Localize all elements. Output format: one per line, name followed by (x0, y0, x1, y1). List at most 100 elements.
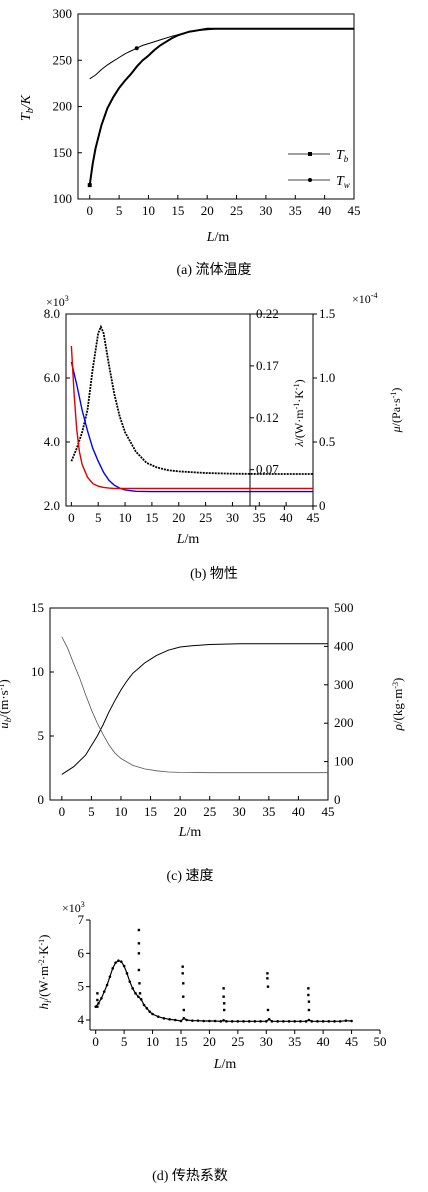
spike-point-24 (307, 1000, 311, 1003)
x-c-tick-label-25: 25 (203, 804, 216, 819)
u-axis-label-c: ub/(m·s-1) (0, 679, 13, 728)
x-b-tick-label-25: 25 (199, 510, 212, 525)
series-lines-c (61, 636, 328, 775)
hi-point-52 (310, 1020, 314, 1023)
hi-point-42 (264, 1020, 268, 1023)
hi-point-45 (276, 1020, 279, 1023)
spike-point-5 (137, 952, 141, 955)
hi-point-4 (105, 983, 109, 987)
spike-point-16 (222, 1002, 226, 1005)
y-right-c-tick-label-5: 500 (334, 600, 354, 615)
hi-point-40 (253, 1020, 257, 1023)
hi-point-11 (125, 972, 129, 975)
x-a-tick-label-30: 30 (259, 203, 272, 218)
spike-point-12 (182, 995, 185, 998)
hi-point-48 (293, 1020, 297, 1023)
y-left-c-tick-label-3: 15 (31, 600, 44, 615)
x-d-tick-label-50: 50 (374, 1034, 387, 1049)
x-b-tick-label-20: 20 (172, 510, 185, 525)
hi-point-31 (208, 1019, 211, 1023)
x-a-tick-label-25: 25 (230, 203, 243, 218)
rho-axis-label-c: ρ/(kg·m-3) (390, 678, 405, 732)
spike-point-18 (266, 972, 269, 975)
y-inner-b-tick-label-2: 0.17 (256, 358, 279, 373)
x-axis-label-c: L/m (178, 825, 202, 840)
hi-point-34 (222, 1019, 225, 1022)
y-inner-b-tick-label-0: 0.07 (256, 462, 279, 477)
hi-point-19 (148, 1010, 152, 1013)
x-d-tick-label-0: 0 (92, 1034, 99, 1049)
x-c-tick-label-0: 0 (59, 804, 66, 819)
series-line-density (61, 636, 328, 774)
x-d-tick-label-20: 20 (203, 1034, 216, 1049)
x-c-tick-label-10: 10 (114, 804, 127, 819)
y-d-tick-label-1: 5 (78, 979, 85, 994)
hi-point-13 (131, 987, 134, 990)
x-tick-labels-c: 0 5 10 15 20 25 30 35 40 45 (59, 796, 335, 819)
hi-point-46 (282, 1020, 285, 1023)
x-d-tick-label-30: 30 (260, 1034, 273, 1049)
hi-point-27 (185, 1018, 188, 1022)
x-d-tick-label-15: 15 (174, 1034, 187, 1049)
y-tick-labels-a: 100 150 200 250 300 (53, 6, 82, 206)
y-d-tick-label-2: 6 (78, 945, 85, 960)
spike-point-15 (222, 995, 225, 998)
hi-point-18 (145, 1007, 149, 1010)
y-left-c-tick-label-0: 0 (38, 792, 45, 807)
hi-point-56 (333, 1020, 336, 1023)
x-axis-label-d: L/m (213, 1057, 237, 1072)
x-a-tick-label-45: 45 (348, 203, 361, 218)
y-d-tick-label-3: 7 (78, 912, 85, 927)
panel-b: ×103 ×10-4 0 5 10 15 20 25 30 35 40 45 2.0 4.0 6.0 8… (44, 291, 403, 582)
tw-marker (134, 46, 139, 51)
tb-marker (87, 183, 92, 188)
hi-point-25 (179, 1019, 183, 1023)
x-a-tick-label-20: 20 (201, 203, 214, 218)
y-right-tick-labels-c: 0 100 200 300 400 500 (324, 600, 354, 807)
data-points-d (94, 928, 353, 1023)
y-left-b-tick-label-0: 2.0 (44, 498, 60, 513)
series-line-red (70, 345, 313, 490)
hi-point-8 (117, 959, 120, 962)
y-a-tick-label-3: 250 (53, 52, 73, 67)
plot-frame-a (77, 13, 355, 200)
hi-point-7 (114, 961, 117, 964)
x-d-tick-label-5: 5 (121, 1034, 128, 1049)
hi-point-59 (350, 1019, 353, 1023)
hi-point-17 (142, 1003, 146, 1007)
x-c-tick-label-5: 5 (88, 804, 95, 819)
hi-point-44 (270, 1020, 274, 1023)
hi-point-26 (182, 1017, 186, 1020)
series-line-hi (95, 960, 352, 1022)
y-left-b-tick-label-3: 8.0 (44, 306, 60, 321)
y-axis-label-d: hi/(W·m-2·K-1) (36, 934, 53, 1009)
y-inner-b-tick-label-1: 0.12 (256, 410, 279, 425)
hi-point-36 (230, 1020, 234, 1023)
x-b-tick-label-30: 30 (226, 510, 239, 525)
hi-point-21 (156, 1015, 160, 1018)
y-a-tick-label-1: 150 (53, 145, 73, 160)
x-axis-label-a: L/m (206, 230, 230, 245)
x-c-tick-label-40: 40 (292, 804, 305, 819)
hi-point-41 (259, 1020, 262, 1023)
y-left-c-tick-label-2: 10 (31, 664, 44, 679)
x-c-tick-label-15: 15 (144, 804, 157, 819)
y-right-b-tick-label-0: 0 (319, 498, 326, 513)
x-d-tick-label-35: 35 (288, 1034, 301, 1049)
x-d-tick-label-25: 25 (231, 1034, 244, 1049)
spike-point-9 (181, 965, 184, 968)
x-b-tick-label-10: 10 (119, 510, 132, 525)
spike-point-11 (182, 982, 185, 985)
spike-point-20 (266, 985, 270, 988)
series-lines-b (70, 324, 313, 493)
x-a-tick-label-0: 0 (86, 203, 93, 218)
spike-point-23 (307, 993, 310, 997)
x-tick-labels-b: 0 5 10 15 20 25 30 35 40 45 (68, 502, 320, 525)
x-c-tick-label-45: 45 (322, 804, 335, 819)
y-a-tick-label-4: 300 (53, 6, 73, 21)
x-b-tick-label-40: 40 (280, 510, 293, 525)
hi-point-20 (151, 1012, 154, 1016)
x-b-tick-label-5: 5 (95, 510, 102, 525)
y-left-b-tick-label-2: 6.0 (44, 370, 60, 385)
